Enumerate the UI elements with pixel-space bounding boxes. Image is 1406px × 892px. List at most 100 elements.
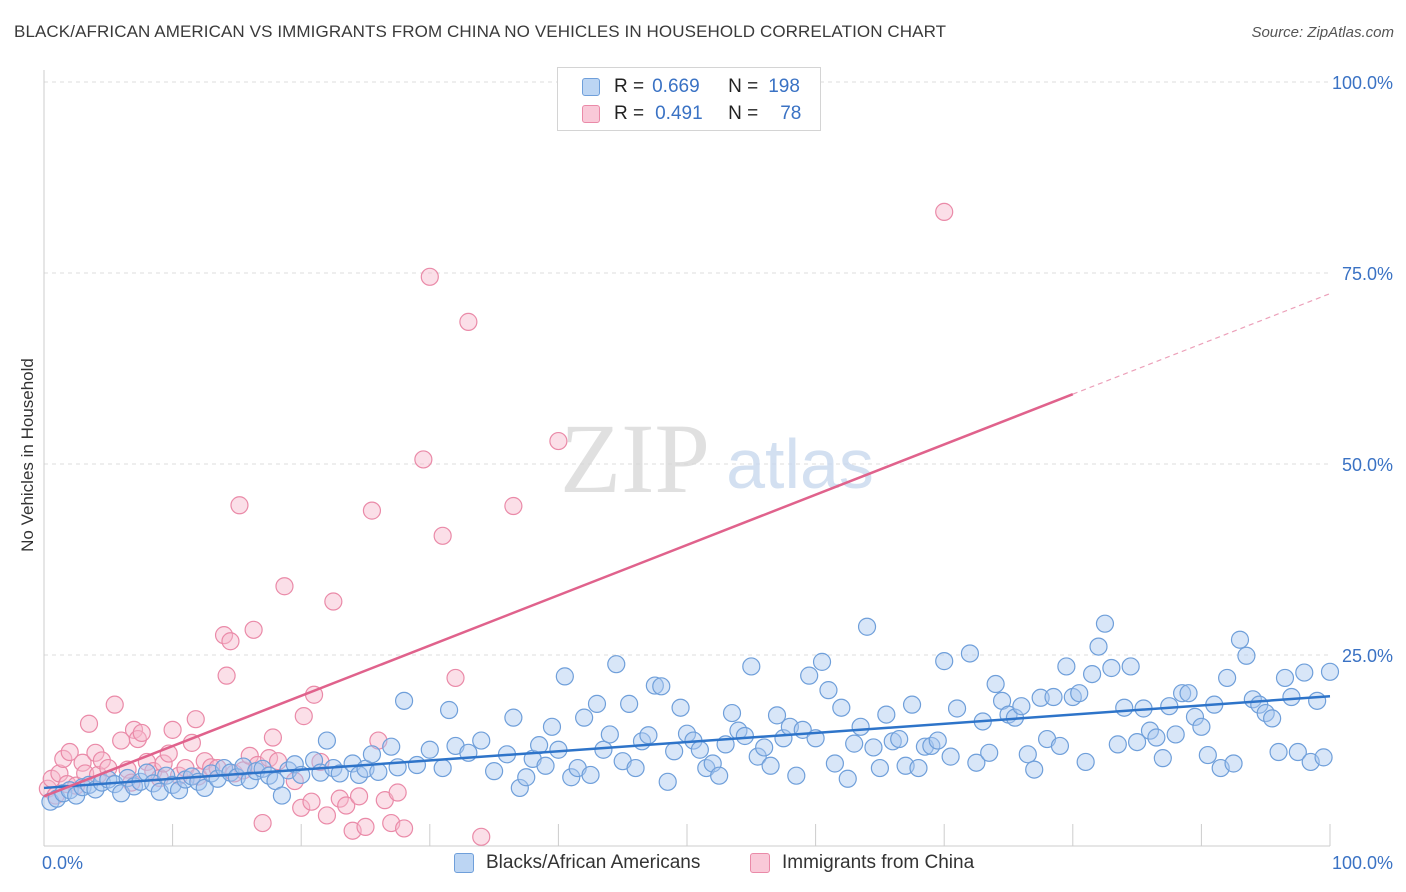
tick-labels: 25.0% 50.0% 75.0% 100.0% 0.0% 100.0% [42, 73, 1393, 873]
axes [43, 70, 1331, 847]
data-point-blacks [1050, 736, 1070, 756]
data-point-blacks [169, 781, 189, 800]
y-tick-label: 100.0% [1332, 73, 1393, 93]
data-point-blacks [620, 694, 639, 713]
trend-line-china-extrapolated [1072, 293, 1331, 395]
y-tick-label: 50.0% [1342, 455, 1393, 475]
data-point-blacks [1082, 664, 1102, 684]
data-point-blacks [1018, 745, 1037, 764]
data-point-blacks [1070, 684, 1089, 703]
data-point-china [230, 496, 249, 515]
data-point-blacks [665, 742, 684, 761]
data-point-blacks [742, 657, 761, 676]
data-point-blacks [722, 703, 742, 723]
data-point-blacks [832, 698, 851, 717]
data-point-blacks [1057, 657, 1076, 676]
data-point-china [86, 743, 105, 762]
data-point-blacks [1095, 614, 1115, 633]
data-point-blacks [562, 768, 581, 787]
data-point-china [292, 798, 311, 817]
legend-r-label: R = [614, 103, 645, 124]
data-point-blacks [1044, 687, 1063, 707]
legend-n-value-blacks: 198 [768, 76, 800, 97]
trend-lines [43, 293, 1331, 798]
data-point-blacks [1108, 735, 1127, 754]
data-point-blacks [947, 699, 967, 718]
legend-n-value-china: 78 [780, 103, 802, 124]
data-point-china [388, 783, 407, 802]
data-point-blacks [587, 694, 607, 713]
data-point-blacks [851, 717, 870, 736]
bottom-legend-label-blacks: Blacks/African Americans [486, 852, 701, 873]
data-point-blacks [671, 698, 690, 717]
data-point-china [330, 789, 349, 808]
data-point-blacks [1121, 657, 1140, 676]
data-point-china [362, 501, 382, 520]
data-point-blacks [1198, 745, 1217, 765]
data-point-china [92, 751, 111, 770]
data-point-blacks [382, 737, 401, 756]
data-point-china [163, 720, 182, 739]
data-point-blacks [710, 766, 729, 785]
data-point-china [394, 819, 414, 838]
data-point-blacks [645, 676, 664, 695]
data-point-china [275, 577, 294, 596]
watermark: ZIP atlas [560, 403, 874, 514]
data-point-blacks [1012, 697, 1031, 716]
data-point-china [324, 592, 343, 611]
data-point-blacks [748, 747, 767, 766]
data-point-blacks [1314, 748, 1333, 767]
data-point-blacks [1263, 709, 1282, 728]
data-point-blacks [407, 755, 427, 775]
data-point-china [459, 312, 478, 331]
legend-r-value-blacks: 0.669 [652, 76, 700, 97]
bottom-legend-china[interactable]: Immigrants from China [750, 852, 974, 874]
data-point-china [504, 496, 523, 516]
data-point-blacks [1230, 630, 1250, 649]
data-point-blacks [1089, 637, 1108, 656]
data-point-blacks [980, 743, 999, 762]
data-point-blacks [967, 753, 986, 772]
trend-line-china [43, 393, 1074, 798]
data-point-blacks [1179, 684, 1198, 703]
data-point-blacks [485, 762, 504, 781]
data-point-blacks [857, 617, 877, 636]
data-point-blacks [1320, 662, 1340, 681]
data-point-china [414, 450, 433, 469]
data-point-china [317, 806, 337, 825]
data-point-blacks [272, 786, 292, 805]
data-point-blacks [555, 667, 574, 686]
data-point-blacks [1166, 725, 1185, 744]
data-point-blacks [787, 766, 806, 785]
legend-swatch-blue [582, 78, 600, 96]
bottom-legend-swatch-blue [454, 853, 474, 873]
data-point-china [337, 796, 356, 815]
data-point-blacks [838, 769, 857, 788]
data-point-china [356, 817, 375, 837]
data-point-china [186, 710, 205, 729]
correlation-legend: R = 0.669 N = 198 R = 0.491 N = 78 [557, 67, 821, 131]
series-blacks-african-americans [41, 614, 1340, 811]
data-point-blacks [581, 765, 600, 785]
data-point-blacks [420, 740, 439, 759]
data-point-blacks [1140, 721, 1160, 740]
data-point-blacks [1275, 668, 1295, 688]
data-point-blacks [600, 725, 619, 744]
data-point-blacks [517, 768, 536, 787]
data-point-china [240, 746, 259, 765]
y-tick-label: 25.0% [1342, 646, 1393, 666]
data-point-blacks [800, 666, 819, 685]
data-point-china [221, 632, 240, 651]
data-point-china [263, 728, 283, 747]
legend-n-label: N = [728, 103, 759, 124]
data-point-blacks [845, 734, 864, 753]
y-tick-label: 75.0% [1342, 264, 1393, 284]
data-point-china [420, 267, 439, 286]
data-point-blacks [935, 652, 954, 671]
watermark-zip: ZIP [560, 403, 710, 514]
data-point-china [549, 431, 568, 451]
data-point-china [349, 787, 369, 806]
bottom-legend-blacks[interactable]: Blacks/African Americans [454, 852, 700, 874]
data-point-blacks [1031, 688, 1050, 707]
